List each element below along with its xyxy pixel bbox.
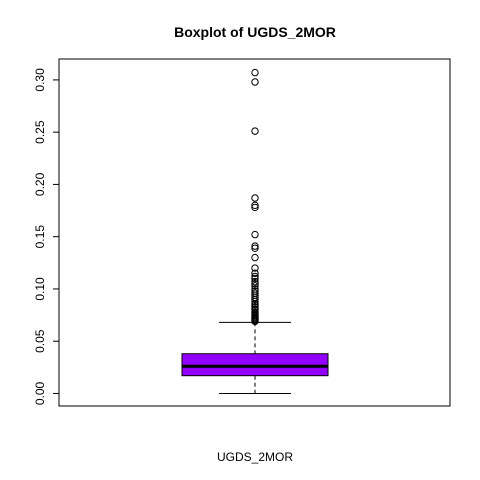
y-tick-label: 0.10 xyxy=(33,277,47,301)
x-axis-label: UGDS_2MOR xyxy=(217,450,293,464)
outlier-point xyxy=(251,317,259,326)
outlier-point xyxy=(251,194,259,202)
outlier-point xyxy=(251,280,259,288)
y-tick-label: 0.25 xyxy=(33,120,47,144)
outlier-point xyxy=(251,277,259,286)
chart-title: Boxplot of UGDS_2MOR xyxy=(174,24,336,40)
outlier-point xyxy=(251,295,259,304)
outlier-point xyxy=(251,201,259,210)
y-tick-label: 0.20 xyxy=(33,172,47,196)
outlier-point xyxy=(251,269,259,277)
outlier-point xyxy=(251,203,259,212)
y-tick-label: 0.05 xyxy=(33,329,47,353)
outlier-point xyxy=(251,274,259,283)
y-tick-label: 0.15 xyxy=(33,225,47,249)
outlier-point xyxy=(251,300,259,309)
outlier-point xyxy=(251,68,259,77)
outlier-point xyxy=(251,230,259,239)
outlier-point xyxy=(251,127,259,135)
y-tick-label: 0.00 xyxy=(33,381,47,405)
outlier-point xyxy=(251,253,259,262)
outlier-point xyxy=(251,282,259,290)
outlier-point xyxy=(251,297,259,306)
outlier-point xyxy=(251,242,259,250)
outlier-point xyxy=(251,272,259,281)
box xyxy=(181,321,329,394)
y-tick-label: 0.30 xyxy=(33,68,47,92)
iqr-box xyxy=(181,353,329,377)
outlier-point xyxy=(251,264,259,272)
outlier-point xyxy=(251,244,259,252)
outlier-point xyxy=(251,78,259,86)
outlier-points xyxy=(251,68,259,326)
y-axis-ticks: 0.00 0.05 0.10 0.15 0.20 0.25 0.30 xyxy=(33,68,59,405)
